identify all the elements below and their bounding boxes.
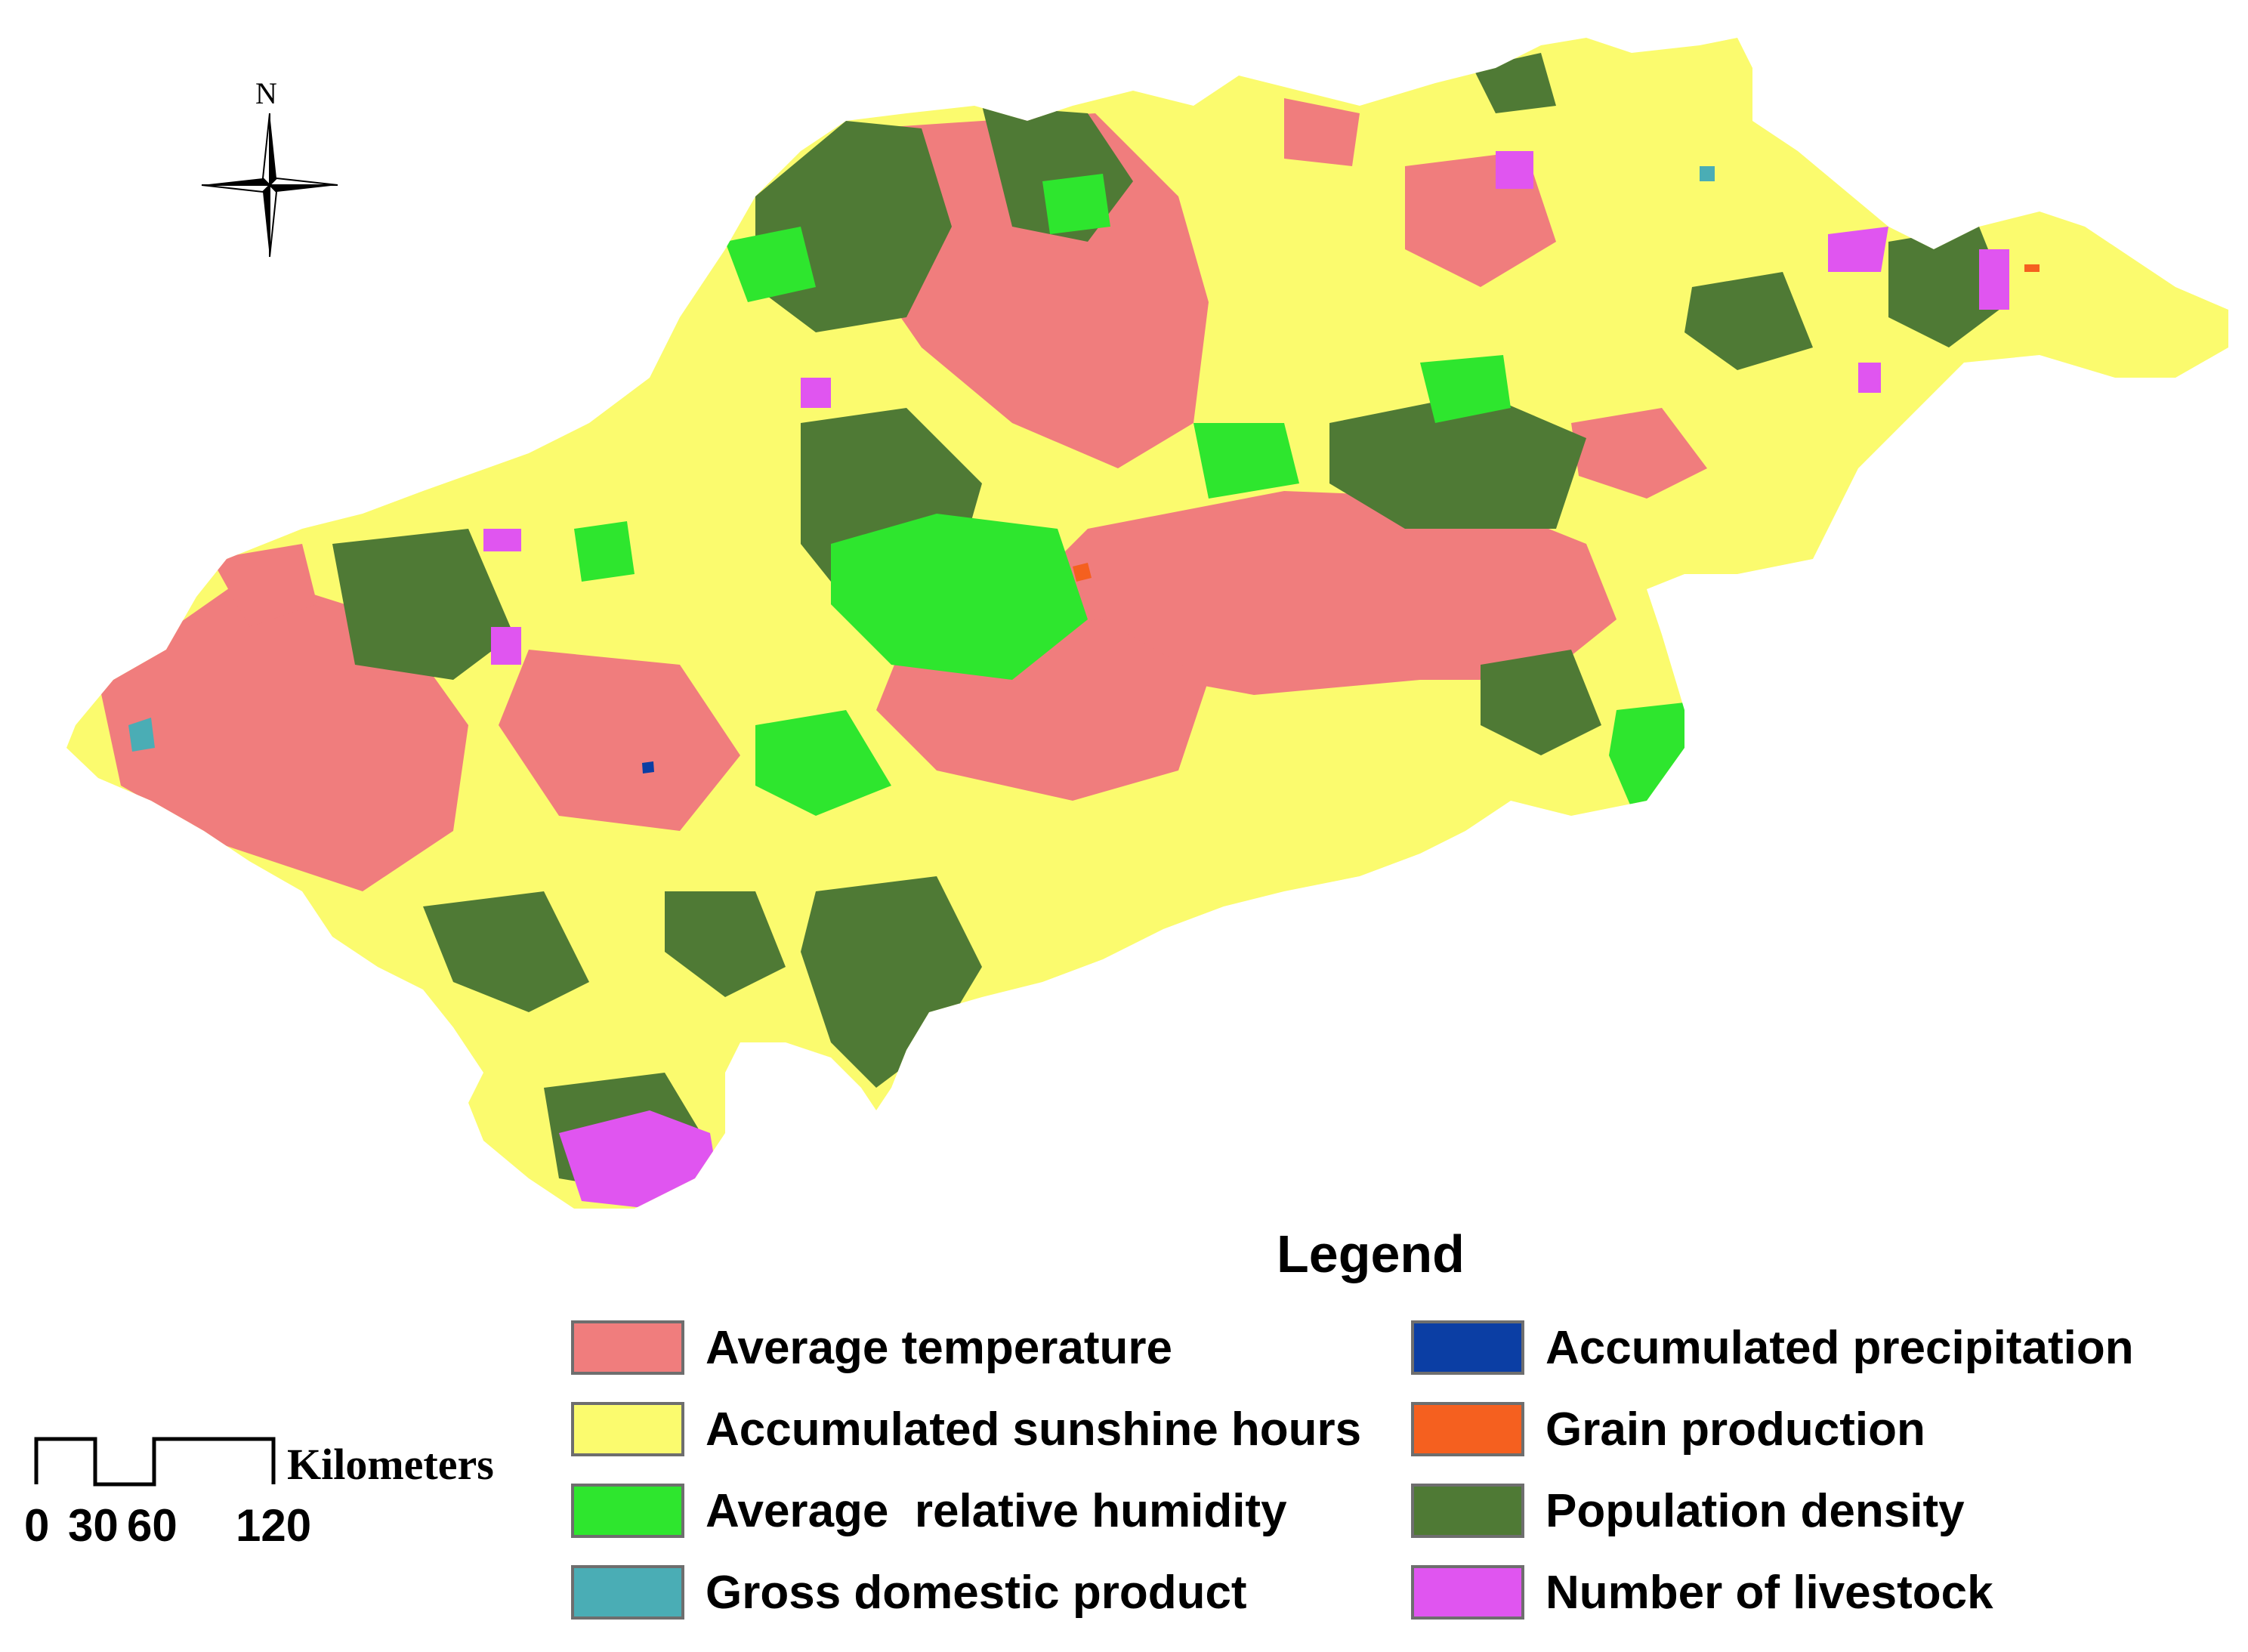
scale-tick-label: 30 — [68, 1500, 119, 1551]
grain-production-patches — [1073, 264, 2040, 582]
livestock-patches — [483, 151, 2009, 1209]
scale-bar — [34, 1437, 276, 1487]
legend-swatch — [571, 1320, 684, 1375]
legend-swatch — [571, 1565, 684, 1620]
legend-label: Accumulated sunshine hours — [706, 1403, 1362, 1456]
precipitation-patches — [642, 761, 654, 774]
legend-label: Number of livestock — [1546, 1566, 1993, 1619]
legend-swatch — [571, 1484, 684, 1538]
legend-item: Number of livestock — [1411, 1565, 1993, 1620]
north-label: N — [255, 76, 277, 110]
legend-item: Gross domestic product — [571, 1565, 1247, 1620]
population-density-patches — [332, 53, 2009, 1193]
legend-swatch — [1411, 1320, 1524, 1375]
legend-label: Gross domestic product — [706, 1566, 1247, 1619]
scale-tick-label: 0 — [24, 1500, 50, 1551]
scale-tick-label: 60 — [127, 1500, 178, 1551]
legend-item: Population density — [1411, 1484, 1965, 1538]
legend-title: Legend — [1277, 1224, 1465, 1283]
dominant-factor-map — [66, 38, 2228, 1209]
legend-item: Accumulated sunshine hours — [571, 1402, 1361, 1456]
legend-label: Average temperature — [706, 1321, 1172, 1374]
legend-label: Grain production — [1546, 1403, 1925, 1456]
gdp-patches — [128, 166, 1715, 752]
scale-tick-label: 120 — [236, 1500, 312, 1551]
legend-item: Average temperature — [571, 1320, 1172, 1375]
legend-swatch — [1411, 1402, 1524, 1456]
legend-item: Accumulated precipitation — [1411, 1320, 2134, 1375]
north-arrow-icon — [201, 113, 338, 258]
legend-label: Population density — [1546, 1484, 1965, 1537]
legend-swatch — [571, 1402, 684, 1456]
legend-swatch — [1411, 1484, 1524, 1538]
scale-unit-label: Kilometers — [287, 1440, 494, 1489]
legend-item: Average relative humidity — [571, 1484, 1287, 1538]
legend-swatch — [1411, 1565, 1524, 1620]
humidity-patches — [574, 174, 1684, 816]
legend-item: Grain production — [1411, 1402, 1925, 1456]
legend-label: Average relative humidity — [706, 1484, 1287, 1537]
legend-label: Accumulated precipitation — [1546, 1321, 2134, 1374]
